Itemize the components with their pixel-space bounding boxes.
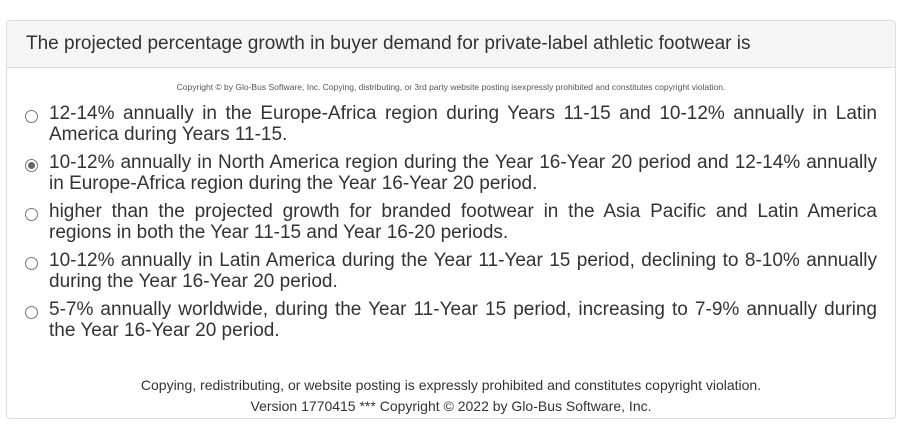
copyright-notice: Copyright © by Glo-Bus Software, Inc. Co…: [176, 82, 726, 92]
radio-button[interactable]: [25, 110, 38, 123]
radio-button[interactable]: [25, 159, 38, 172]
answer-option-5[interactable]: 5-7% annually worldwide, during the Year…: [25, 299, 877, 341]
answer-options: 12-14% annually in the Europe-Africa reg…: [7, 103, 895, 341]
question-panel: The projected percentage growth in buyer…: [6, 20, 896, 419]
answer-option-text[interactable]: 5-7% annually worldwide, during the Year…: [49, 299, 877, 341]
answer-option-text[interactable]: 12-14% annually in the Europe-Africa reg…: [49, 103, 877, 145]
footer-version-line: Version 1770415 *** Copyright © 2022 by …: [250, 398, 652, 414]
answer-option-2[interactable]: 10-12% annually in North America region …: [25, 152, 877, 194]
answer-option-text[interactable]: 10-12% annually in Latin America during …: [49, 250, 877, 292]
radio-button[interactable]: [25, 257, 38, 270]
radio-button[interactable]: [25, 306, 38, 319]
page-footer: Copying, redistributing, or website post…: [7, 375, 895, 417]
question-text: The projected percentage growth in buyer…: [26, 33, 751, 54]
radio-button[interactable]: [25, 208, 38, 221]
answer-option-text[interactable]: 10-12% annually in North America region …: [49, 152, 877, 194]
answer-option-4[interactable]: 10-12% annually in Latin America during …: [25, 250, 877, 292]
answer-option-3[interactable]: higher than the projected growth for bra…: [25, 201, 877, 243]
answer-option-1[interactable]: 12-14% annually in the Europe-Africa reg…: [25, 103, 877, 145]
question-header: The projected percentage growth in buyer…: [7, 21, 895, 68]
answer-option-text[interactable]: higher than the projected growth for bra…: [49, 201, 877, 243]
footer-copyright-line: Copying, redistributing, or website post…: [140, 377, 762, 393]
